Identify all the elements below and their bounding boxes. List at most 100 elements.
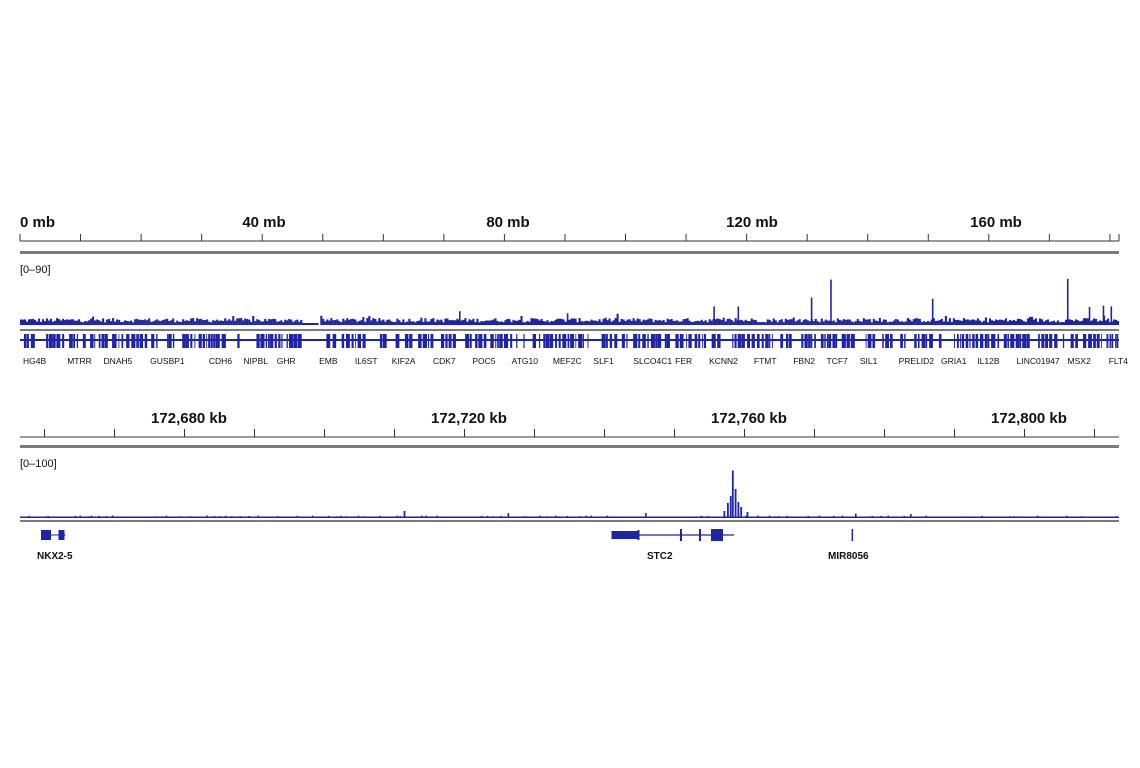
signal-bar (1028, 316, 1032, 325)
gene-label: DNAH5 (104, 356, 133, 366)
signal-bar (603, 516, 605, 518)
signal-bar (656, 320, 659, 325)
signal-bar (338, 321, 341, 325)
signal-bar (570, 516, 572, 518)
signal-bar (398, 320, 401, 325)
signal-bar (706, 515, 709, 518)
signal-bar (142, 320, 145, 325)
signal-bar (904, 321, 907, 325)
signal-bar (500, 321, 503, 325)
signal-bar (40, 321, 43, 325)
signal-bar (658, 320, 661, 325)
signal-bar (1094, 318, 1098, 325)
gene-feature (144, 334, 148, 348)
signal-bar (84, 321, 87, 325)
gene-feature (1054, 334, 1058, 348)
signal-bar (730, 320, 733, 325)
signal-bar (958, 320, 961, 325)
gene-feature (278, 334, 281, 348)
gene-feature (475, 334, 478, 348)
signal-peak (566, 313, 569, 325)
gene-feature (788, 334, 792, 348)
signal-bar (182, 319, 185, 325)
gene-feature (702, 334, 704, 348)
signal-bar (277, 516, 279, 518)
gene-label: IL6ST (355, 356, 378, 366)
ruler-divider (20, 251, 1119, 254)
gene-label: PRELID2 (899, 356, 935, 366)
ruler-divider (20, 445, 1119, 448)
signal-bar (832, 320, 835, 325)
signal-bar (946, 321, 949, 325)
ruler-ticks (19, 234, 1120, 241)
signal-bar (378, 318, 381, 325)
signal-bar (878, 317, 881, 325)
signal-bar (669, 516, 671, 518)
signal-bar (518, 516, 521, 518)
signal-bar (26, 321, 29, 325)
signal-bar (384, 321, 387, 325)
gene-feature (293, 334, 298, 348)
signal-bar (198, 319, 201, 325)
signal-bar (1000, 319, 1003, 325)
signal-peak (458, 311, 461, 325)
signal-bar (1032, 319, 1036, 325)
signal-bar (826, 320, 829, 325)
gene-feature (688, 334, 692, 348)
gene-feature (917, 334, 920, 348)
signal-bar (598, 516, 601, 518)
gene-feature (427, 334, 430, 348)
gene-feature (647, 334, 649, 348)
signal-bar (400, 322, 403, 325)
signal-bar (677, 516, 679, 518)
gene-feature (48, 334, 53, 348)
signal-bar (580, 321, 583, 325)
gene-feature (404, 334, 409, 348)
gene-feature (1096, 334, 1100, 348)
gene-feature (929, 334, 933, 348)
signal-bar (210, 322, 213, 325)
signal-bar (105, 516, 108, 518)
gene-feature (46, 334, 49, 348)
signal-bar (1020, 319, 1024, 325)
gene-feature (408, 334, 410, 348)
signal-bar (1068, 319, 1072, 325)
signal-bar (386, 319, 389, 325)
gene-feature (483, 334, 487, 348)
gene-feature (113, 334, 117, 348)
signal-bar (684, 516, 687, 518)
signal-bar (774, 516, 777, 518)
gene-label: EMB (319, 356, 338, 366)
signal-bar (738, 320, 741, 325)
signal-bar (120, 321, 123, 325)
gene-feature (846, 334, 850, 348)
gene-feature (921, 334, 926, 348)
signal-bar (172, 318, 175, 325)
signal-bar (960, 517, 963, 518)
signal-bar (624, 321, 627, 325)
signal-bar (880, 515, 882, 518)
signal-bar (376, 321, 379, 325)
signal-bar (922, 321, 925, 325)
signal-bar (258, 320, 261, 325)
signal-bar (708, 319, 711, 325)
gene-feature (351, 334, 354, 348)
signal-bar (372, 318, 375, 325)
gene-feature (606, 334, 608, 348)
ruler-tick-label: 40 mb (242, 214, 285, 231)
signal-bar (806, 320, 809, 325)
signal-bar (714, 319, 717, 325)
signal-bar (986, 322, 989, 325)
signal-bar (590, 515, 593, 518)
signal-bar (994, 517, 996, 518)
signal-bar (198, 517, 201, 518)
signal-bar (895, 516, 897, 518)
signal-bar (807, 515, 810, 518)
gene-feature (76, 334, 79, 348)
gene-feature (1045, 334, 1049, 348)
gene-feature (1106, 334, 1109, 348)
gene-feature (698, 334, 701, 348)
signal-bar (880, 321, 883, 325)
signal-bar (388, 319, 391, 325)
gene-feature (1093, 334, 1096, 348)
